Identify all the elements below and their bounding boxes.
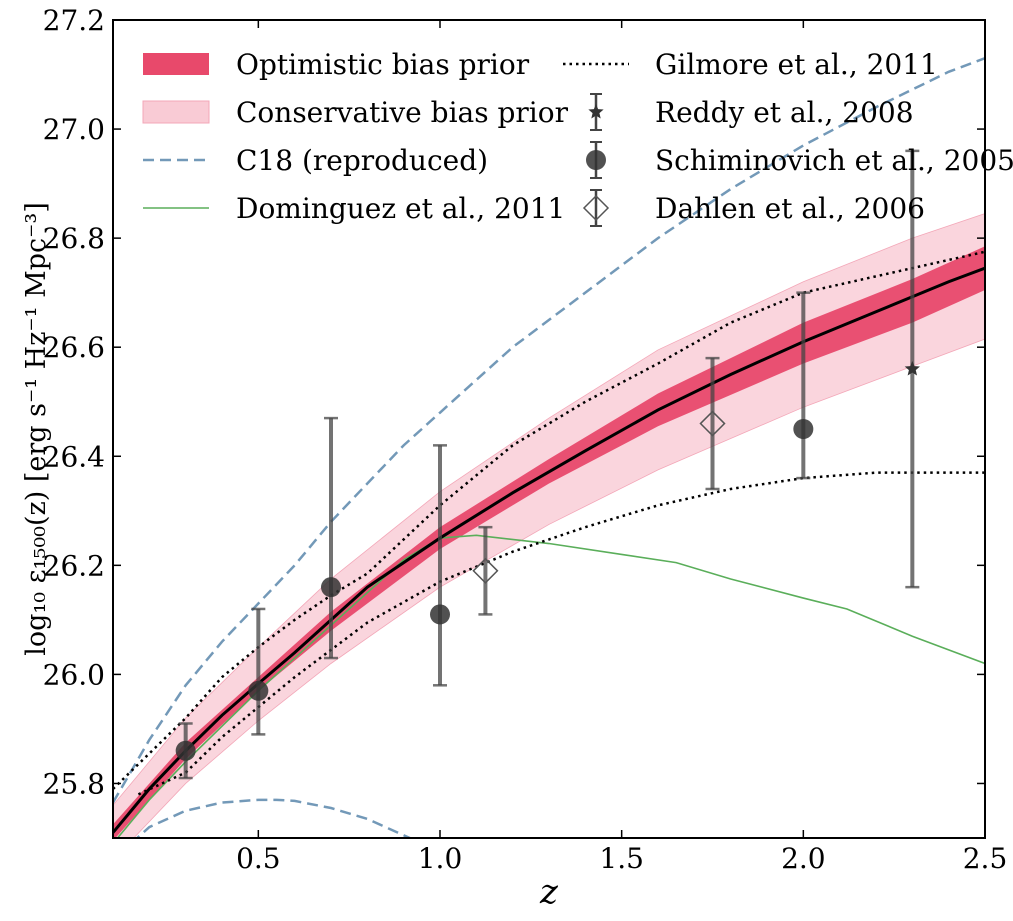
legend-swatch-circle-marker	[586, 150, 606, 170]
x-tick-label: 0.5	[236, 842, 281, 875]
y-tick-label: 27.2	[43, 4, 105, 37]
c18-reproduced-line	[113, 56, 985, 804]
plot-area	[113, 56, 985, 838]
data-point-circle	[175, 740, 196, 761]
gilmore-et-al-2011-line	[113, 250, 985, 790]
legend-swatch-diamond-marker	[582, 194, 610, 222]
data-point-circle	[321, 577, 341, 598]
y-tick-label: 26.4	[43, 440, 105, 473]
legend-label: Dominguez et al., 2011	[236, 192, 565, 225]
data-point-circle	[248, 680, 269, 701]
data-point-diamond	[699, 410, 726, 437]
legend-label: Conservative bias prior	[236, 96, 569, 129]
legend-swatch-band-conservative	[142, 100, 210, 124]
legend-label: Schiminovich et al., 2005	[655, 144, 1013, 177]
y-tick-label: 26.2	[43, 549, 105, 582]
axis-ticks: 0.5 1.0 1.5 2.0 2.5 25.8 26.0 26.2 26.4 26.6 26.8 2…	[43, 4, 1008, 875]
data-point-star	[904, 361, 920, 376]
optimistic-band	[113, 246, 985, 838]
y-tick-label: 26.6	[43, 331, 105, 364]
x-tick-label: 2.0	[781, 842, 826, 875]
y-axis-title: log₁₀ ε₁₅₀₀(z) [erg s⁻¹ Hz⁻¹ Mpc⁻³]	[21, 202, 52, 655]
legend-label: Reddy et al., 2008	[655, 96, 914, 129]
legend-label: Gilmore et al., 2011	[655, 48, 938, 81]
legend: Optimistic bias prior Conservative bias p…	[142, 48, 1013, 227]
y-tick-label: 25.8	[43, 767, 105, 800]
data-point-diamond	[472, 557, 499, 584]
x-tick-label: 1.0	[418, 842, 463, 875]
plot-frame	[112, 19, 986, 839]
legend-label: Optimistic bias prior	[236, 48, 530, 81]
c18-reproduced-lower-branch-line	[135, 798, 413, 838]
y-tick-label: 27.0	[43, 113, 105, 146]
x-tick-label: 2.5	[963, 842, 1008, 875]
y-tick-label: 26.8	[43, 222, 105, 255]
legend-label: Dahlen et al., 2006	[655, 192, 925, 225]
data-point-circle	[430, 604, 450, 625]
y-tick-label: 26.0	[43, 658, 105, 691]
data-point-circle	[793, 419, 814, 439]
legend-label: C18 (reproduced)	[236, 144, 488, 177]
gilmore-et-al-2011-lower-line	[137, 471, 985, 796]
x-axis-title: z	[539, 872, 559, 912]
legend-swatch-star-marker	[588, 104, 604, 119]
x-tick-label: 1.5	[599, 842, 644, 875]
legend-swatch-band-optimistic	[143, 53, 209, 75]
